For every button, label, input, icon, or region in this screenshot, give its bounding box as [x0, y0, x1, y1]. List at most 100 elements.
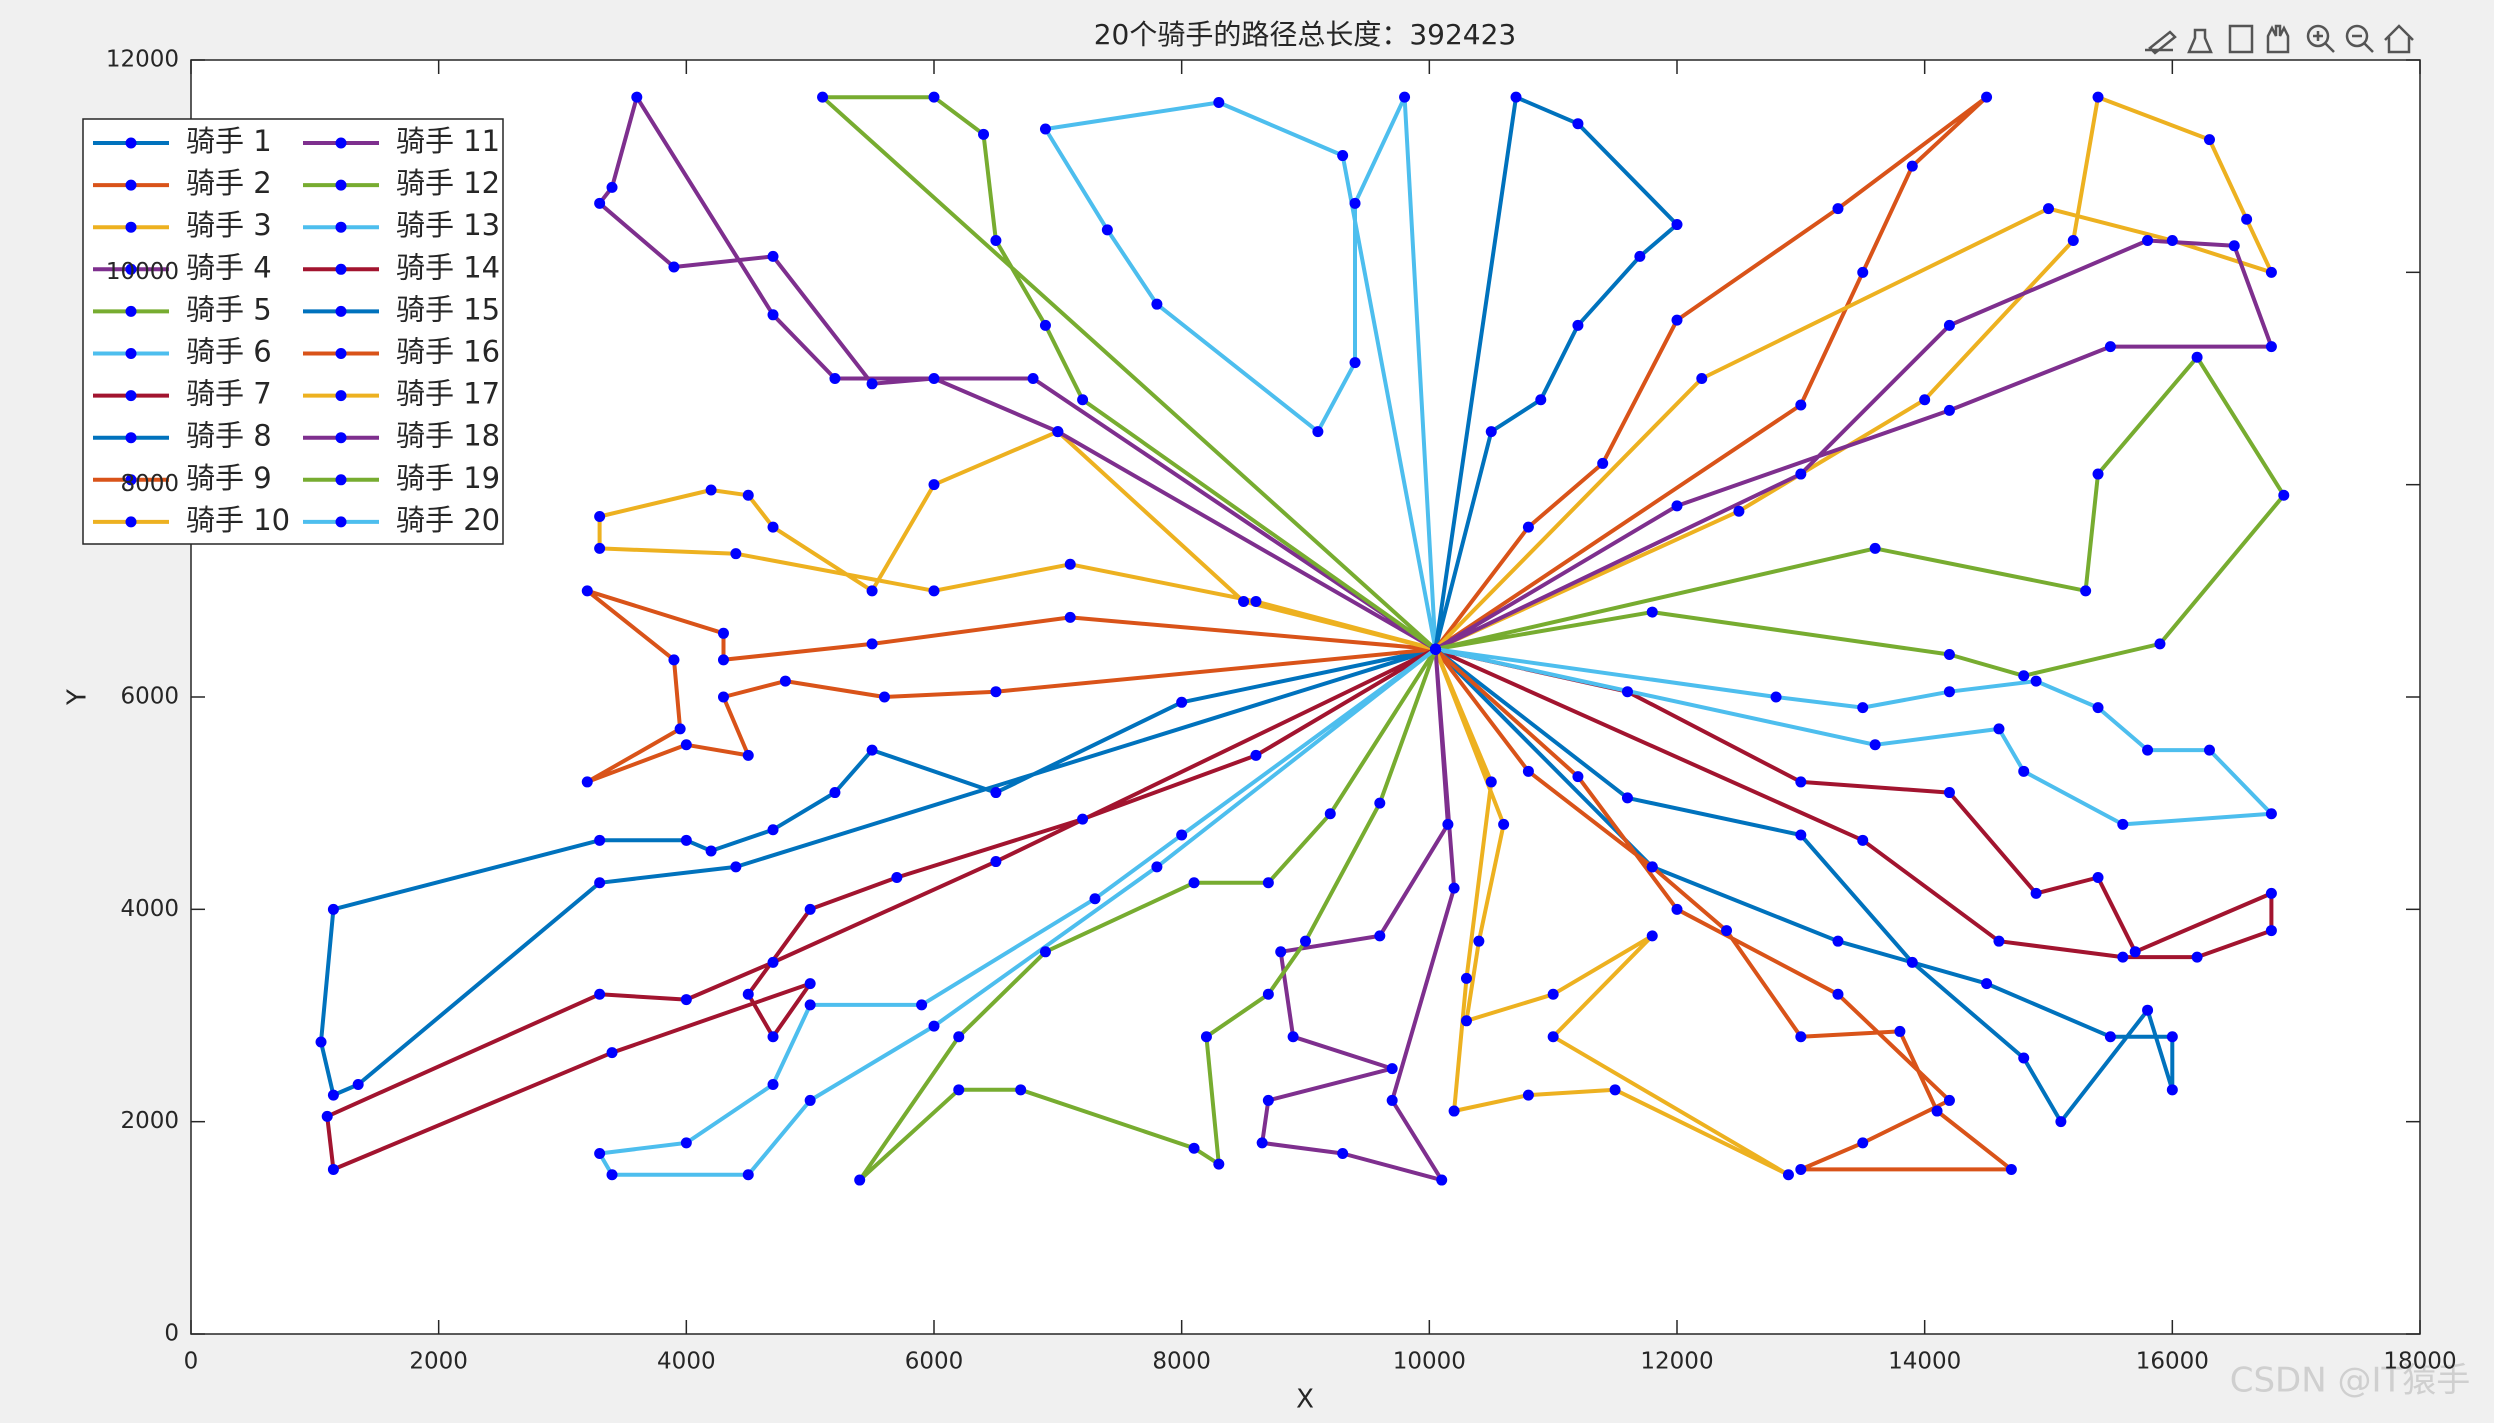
legend-box: [82, 118, 504, 545]
x-tick-label: 4000: [657, 1349, 716, 1375]
watermark: CSDN @IT猿手: [2230, 1361, 2471, 1401]
brush-tool[interactable]: [2187, 28, 2213, 54]
legend-label: 骑手 15: [396, 292, 500, 326]
route-point: [1857, 702, 1869, 714]
y-tick-label: 0: [164, 1321, 179, 1347]
route-point: [327, 1163, 339, 1175]
legend-label: 骑手 16: [396, 335, 500, 369]
route-line: [1433, 648, 1791, 1177]
route-point: [1547, 988, 1559, 1000]
route-point: [1572, 319, 1584, 331]
route-point: [594, 542, 606, 554]
route-point: [2228, 240, 2240, 252]
axes-background: [191, 60, 2420, 1334]
route-point: [1943, 686, 1955, 698]
route-point: [1522, 765, 1534, 777]
route-point: [581, 776, 593, 788]
route-point: [953, 1031, 965, 1043]
route-point: [1522, 521, 1534, 533]
x-tick-label: 18000: [2383, 1349, 2456, 1375]
route-line: [319, 647, 1437, 1098]
zoom-in-tool[interactable]: [2306, 24, 2330, 48]
route-point: [990, 234, 1002, 246]
route-point: [2241, 213, 2253, 225]
route-point: [978, 128, 990, 140]
route-point: [1857, 1137, 1869, 1149]
route-point: [1547, 1031, 1559, 1043]
route-point: [2154, 638, 2166, 650]
route-point: [2092, 702, 2104, 714]
route-point: [1795, 1031, 1807, 1043]
route-point: [1275, 946, 1287, 958]
route-point: [742, 749, 754, 761]
legend-marker: [335, 221, 347, 233]
route-point: [352, 1079, 364, 1091]
route-point: [1250, 595, 1262, 607]
route-point: [2055, 1116, 2067, 1128]
route-point: [2129, 946, 2141, 958]
zoom-out-tool[interactable]: [2345, 24, 2369, 48]
legend-label: 骑手 5: [186, 292, 272, 326]
legend-label: 骑手 14: [396, 250, 500, 284]
route-point: [2018, 1052, 2030, 1064]
route-point: [2278, 489, 2290, 501]
route-point: [321, 1110, 333, 1122]
route-point: [1721, 925, 1733, 937]
route-point: [705, 845, 717, 857]
route-point: [1442, 818, 1454, 830]
route-point: [2092, 91, 2104, 103]
route-point: [928, 585, 940, 597]
route-point: [866, 638, 878, 650]
route-point: [742, 988, 754, 1000]
route-point: [668, 261, 680, 273]
legend-tool[interactable]: [2228, 24, 2254, 54]
route-point: [1795, 399, 1807, 411]
route-point: [2067, 234, 2079, 246]
route-point: [2166, 1084, 2178, 1096]
route-point: [1572, 118, 1584, 130]
route-point: [767, 1079, 779, 1091]
route-point: [1349, 357, 1361, 369]
legend-label: 骑手 12: [396, 166, 500, 200]
route-point: [1832, 203, 1844, 215]
route-point: [1200, 1031, 1212, 1043]
route-point: [742, 1169, 754, 1181]
route-point: [767, 309, 779, 321]
route-point: [1473, 935, 1485, 947]
y-tick-label: 6000: [120, 684, 179, 710]
route-point: [1262, 877, 1274, 889]
pan-tool[interactable]: [2266, 24, 2290, 54]
route-point: [1696, 373, 1708, 384]
edit-tool[interactable]: [2145, 30, 2177, 55]
route-point: [1250, 749, 1262, 761]
route-point: [2191, 951, 2203, 963]
route-point: [1027, 373, 1039, 384]
route-point: [1621, 686, 1633, 698]
legend-marker: [125, 348, 137, 359]
x-tick-label: 16000: [2136, 1349, 2209, 1375]
route-point: [1485, 426, 1497, 438]
route-point: [1993, 935, 2005, 947]
route-point: [1943, 787, 1955, 799]
route-point: [767, 521, 779, 533]
route-point: [1238, 595, 1250, 607]
route-point: [1869, 739, 1881, 751]
route-point: [2265, 341, 2277, 353]
route-point: [680, 1137, 692, 1149]
route-point: [315, 1036, 327, 1048]
route-point: [1993, 723, 2005, 735]
legend-marker: [125, 390, 137, 402]
home-tool[interactable]: [2384, 24, 2414, 54]
route-point: [1795, 468, 1807, 480]
route-point: [2142, 234, 2154, 246]
route-point: [680, 834, 692, 846]
legend-marker: [335, 305, 347, 317]
route-point: [990, 787, 1002, 799]
route-point: [2092, 871, 2104, 883]
route-point: [804, 903, 816, 915]
route-point: [2043, 203, 2054, 215]
route-point: [1188, 877, 1200, 889]
route-point: [817, 91, 829, 103]
route-point: [1931, 1105, 1943, 1117]
